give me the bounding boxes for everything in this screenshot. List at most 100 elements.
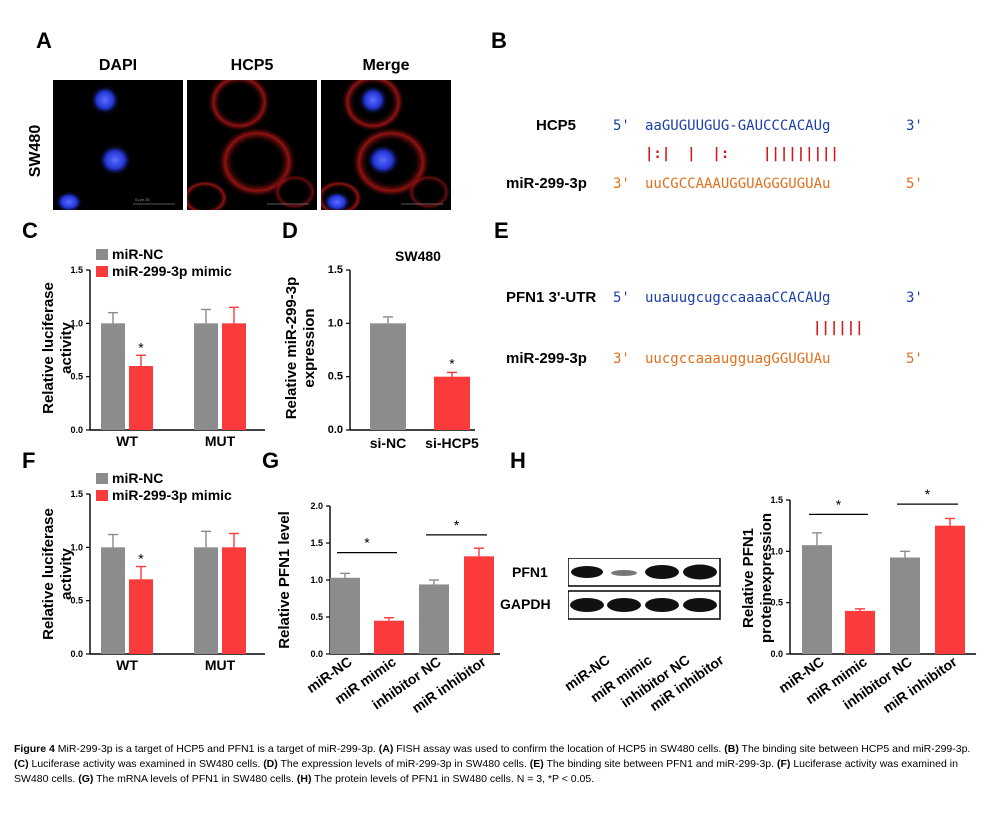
chart-d-x-tick-label: si-HCP5	[425, 435, 479, 451]
chart-h-sig-mark: *	[836, 496, 842, 512]
caption-c-text: Luciferase activity was examined in SW48…	[31, 758, 261, 770]
chart-f-x-tick-label: WT	[116, 657, 138, 673]
e-top-name: PFN1 3'-UTR	[506, 289, 597, 306]
b-bottom-name: miR-299-3p	[506, 175, 587, 192]
chart-f-y-tick-label: 0.0	[70, 649, 83, 659]
chart-g-y-tick-label: 2.0	[310, 501, 323, 511]
chart-f-bar	[222, 547, 246, 654]
chart-c-y-tick-label: 0.5	[70, 372, 83, 382]
chart-h-y-label: Relative PFN1	[740, 528, 757, 628]
chart-h-bar	[935, 525, 965, 654]
e-pairing-lines: ||||||	[813, 320, 864, 336]
e-top-prefix: 5'	[613, 290, 630, 306]
e-top-suffix: 3'	[906, 290, 923, 306]
chart-d-y-tick-label: 0.0	[328, 424, 343, 436]
chart-c-legend-swatch	[96, 266, 108, 277]
figure-caption: Figure 4 MiR-299-3p is a target of HCP5 …	[14, 742, 984, 787]
caption-main: MiR-299-3p is a target of HCP5 and PFN1 …	[57, 743, 376, 755]
b-bottom-sequence: uuCGCCAAAUGGUAGGGUGUAu	[645, 176, 831, 192]
chart-g-y-tick-label: 1.0	[310, 575, 323, 585]
fish-image-hcp5	[187, 80, 317, 210]
chart-f-y-label: Relative luciferase	[40, 508, 57, 640]
chart-h-y-tick-label: 1.0	[770, 546, 783, 556]
blot-drawing	[568, 558, 721, 620]
caption-b-tag: (B)	[724, 743, 739, 755]
chart-d-y-tick-label: 0.5	[328, 371, 343, 383]
caption-d-text: The expression levels of miR-299-3p in S…	[280, 758, 527, 770]
chart-g-bar	[374, 620, 404, 654]
chart-d-y-tick-label: 1.0	[328, 317, 343, 329]
chart-f-y-label: activity	[58, 547, 75, 599]
b-bottom-suffix: 5'	[906, 176, 923, 192]
chart-g-y-label: Relative PFN1 level	[276, 511, 293, 649]
caption-b-text: The binding site between HCP5 and miR-29…	[741, 743, 971, 755]
e-bottom-name: miR-299-3p	[506, 350, 587, 367]
chart-d-y-tick-label: 1.5	[328, 264, 343, 276]
e-bottom-suffix: 5'	[906, 351, 923, 367]
panel-label-c: C	[22, 218, 38, 243]
chart-f-y-tick-label: 1.0	[70, 542, 83, 552]
chart-d-x-tick-label: si-NC	[370, 435, 407, 451]
chart-h-bar	[802, 545, 832, 654]
chart-h-y-label: proteinexpression	[758, 513, 775, 643]
caption-a-text: FISH assay was used to confirm the locat…	[396, 743, 722, 755]
chart-f-bar	[101, 547, 125, 654]
chart-c-y-tick-label: 1.5	[70, 265, 83, 275]
chart-h-sig-mark: *	[925, 486, 931, 502]
chart-h-bar	[890, 557, 920, 654]
chart-g-y-tick-label: 0.5	[310, 612, 323, 622]
caption-stats: N = 3, *P < 0.05.	[516, 773, 595, 785]
panel-label-e: E	[494, 218, 509, 243]
column-header-dapi: DAPI	[98, 57, 138, 74]
caption-f-tag: (F)	[777, 758, 791, 770]
chart-d-y-label: expression	[301, 308, 318, 387]
chart-c-legend-swatch	[96, 249, 108, 260]
b-bottom-prefix: 3'	[613, 176, 630, 192]
fish-image-dapi: 0 µm 25	[53, 80, 183, 210]
western-blot: PFN1 GAPDH miR-NC miR mimic inhibitor NC…	[500, 558, 727, 714]
chart-c-bar	[222, 323, 246, 430]
b-top-suffix: 3'	[906, 118, 923, 134]
b-top-name: HCP5	[536, 117, 577, 134]
caption-f-text: Luciferase activity was examined in SW48…	[14, 758, 958, 785]
caption-c-tag: (C)	[14, 758, 29, 770]
chart-f-sig-mark: *	[138, 551, 144, 567]
chart-f-bar	[194, 547, 218, 654]
caption-h-text: The protein levels of PFN1 in SW480 cell…	[314, 773, 514, 785]
chart-c-y-label: Relative luciferase	[40, 282, 57, 414]
e-top-sequence: uuauugcugccaaaaCCACAUg	[645, 290, 831, 306]
chart-c-x-tick-label: WT	[116, 433, 138, 449]
chart-c-y-tick-label: 1.0	[70, 318, 83, 328]
chart-g-bar	[464, 556, 494, 654]
chart-c-bar	[101, 323, 125, 430]
merge-image-drawing	[321, 80, 451, 210]
e-bottom-sequence: uucgccaaaugguagGGUGUAu	[645, 351, 831, 367]
chart-f-legend-label: miR-NC	[112, 470, 163, 486]
caption-fig-label: Figure 4	[14, 743, 55, 755]
caption-g-text: The mRNA levels of PFN1 in SW480 cells.	[96, 773, 294, 785]
caption-g-tag: (G)	[78, 773, 94, 785]
chart-f-y-tick-label: 1.5	[70, 489, 83, 499]
dapi-image-drawing: 0 µm 25	[55, 85, 175, 210]
chart-d-bar	[370, 323, 406, 430]
chart-c-sig-mark: *	[138, 339, 144, 355]
e-bottom-prefix: 3'	[613, 351, 630, 367]
chart-h-y-tick-label: 1.5	[770, 495, 783, 505]
chart-g-bar	[419, 584, 449, 654]
panel-label-d: D	[282, 218, 298, 243]
chart-c-legend-label: miR-299-3p mimic	[112, 263, 232, 279]
panel-label-a: A	[36, 28, 52, 53]
hcp5-image-drawing	[187, 80, 317, 210]
caption-h-tag: (H)	[296, 773, 312, 785]
chart-c-x-tick-label: MUT	[205, 433, 236, 449]
chart-f-y-tick-label: 0.5	[70, 596, 83, 606]
caption-d-tag: (D)	[263, 758, 278, 770]
chart-f-legend-swatch	[96, 490, 108, 501]
chart-h-y-tick-label: 0.0	[770, 649, 783, 659]
chart-g-y-tick-label: 1.5	[310, 538, 323, 548]
panel-label-h: H	[510, 448, 526, 473]
caption-e-text: The binding site between PFN1 and miR-29…	[546, 758, 775, 770]
chart-c-y-label: activity	[58, 321, 75, 373]
caption-a-tag: (A)	[378, 743, 394, 755]
